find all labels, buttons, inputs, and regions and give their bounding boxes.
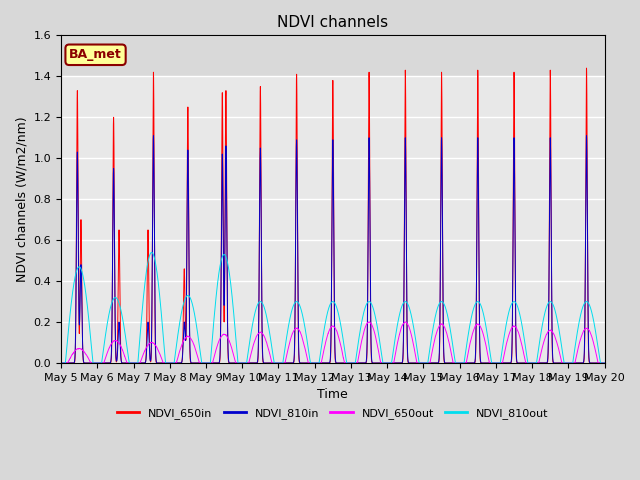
NDVI_650out (116, 342, 124, 348)
NDVI_810out (177, 316, 184, 322)
NDVI_650out (401, 319, 409, 325)
NDVI_810in (188, 360, 195, 366)
NDVI_650in (116, 322, 124, 327)
NDVI_650in (345, 360, 353, 366)
NDVI_650out (529, 360, 536, 366)
NDVI_650in (57, 360, 65, 366)
NDVI_650in (188, 360, 195, 366)
NDVI_650out (74, 346, 82, 352)
Title: NDVI channels: NDVI channels (277, 15, 388, 30)
X-axis label: Time: Time (317, 388, 348, 401)
NDVI_810out (116, 304, 124, 310)
NDVI_650out (177, 347, 184, 352)
NDVI_810in (74, 243, 82, 249)
Line: NDVI_810in: NDVI_810in (61, 136, 605, 363)
NDVI_810in (529, 360, 536, 366)
NDVI_810out (188, 299, 195, 304)
NDVI_650out (188, 337, 195, 343)
NDVI_810out (601, 360, 609, 366)
NDVI_810out (148, 250, 156, 255)
NDVI_810in (177, 360, 184, 366)
NDVI_650in (601, 360, 609, 366)
NDVI_810in (116, 344, 124, 350)
NDVI_810in (345, 360, 353, 366)
NDVI_650in (177, 360, 184, 366)
Line: NDVI_650in: NDVI_650in (61, 68, 605, 363)
NDVI_810out (345, 360, 353, 366)
NDVI_810out (74, 264, 82, 270)
NDVI_810in (582, 133, 590, 139)
NDVI_650in (582, 65, 590, 71)
Line: NDVI_810out: NDVI_810out (61, 252, 605, 363)
NDVI_650out (57, 360, 65, 366)
Legend: NDVI_650in, NDVI_810in, NDVI_650out, NDVI_810out: NDVI_650in, NDVI_810in, NDVI_650out, NDV… (113, 403, 553, 423)
NDVI_650in (529, 360, 536, 366)
Bar (61, 36, 605, 76)
Line: NDVI_650out: NDVI_650out (61, 322, 605, 363)
Text: BA_met: BA_met (69, 48, 122, 61)
Y-axis label: NDVI channels (W/m2/nm): NDVI channels (W/m2/nm) (15, 116, 28, 282)
NDVI_650in (74, 235, 82, 240)
NDVI_810in (57, 360, 65, 366)
NDVI_810out (57, 360, 65, 366)
NDVI_650out (345, 360, 353, 366)
NDVI_650out (601, 360, 609, 366)
NDVI_810in (601, 360, 609, 366)
NDVI_810out (529, 360, 536, 366)
